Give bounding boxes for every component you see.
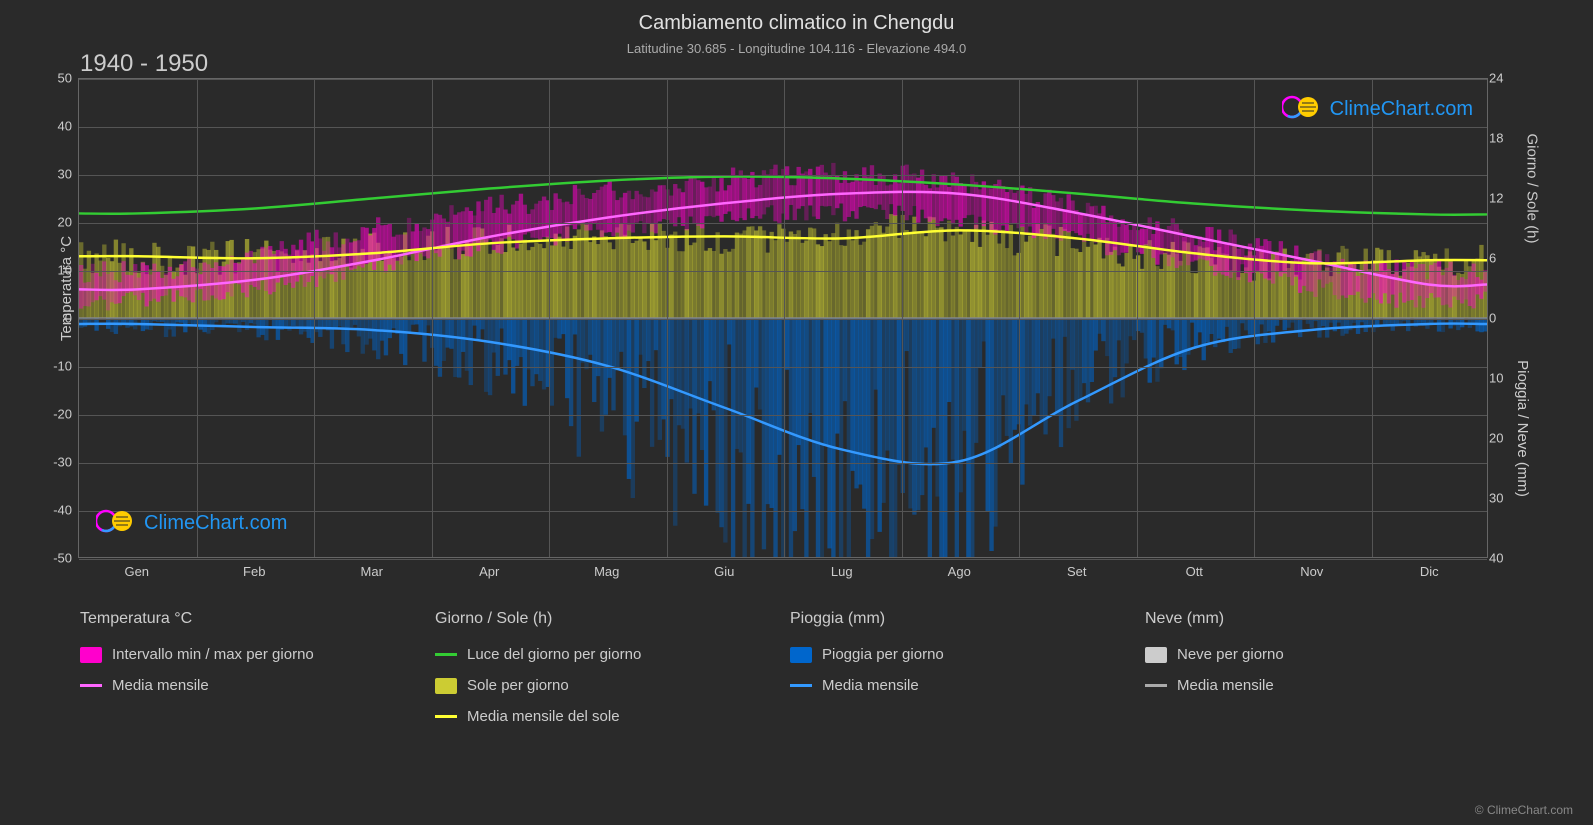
y-left-tick: -10: [50, 359, 72, 374]
x-month-tick: Mar: [361, 564, 383, 579]
legend-item: Intervallo min / max per giorno: [80, 646, 435, 663]
x-month-tick: Gen: [124, 564, 149, 579]
plot-svg: [79, 79, 1487, 557]
legend-item: Media mensile: [790, 677, 1145, 694]
y-left-tick: 30: [50, 167, 72, 182]
x-month-tick: Feb: [243, 564, 265, 579]
legend-swatch: [1145, 647, 1167, 663]
y-left-tick: 0: [50, 311, 72, 326]
period-label: 1940 - 1950: [80, 50, 208, 78]
legend-label: Pioggia per giorno: [822, 646, 944, 663]
y-right-bottom-tick: 20: [1489, 431, 1511, 446]
legend-label: Media mensile del sole: [467, 708, 620, 725]
chart-container: Cambiamento climatico in Chengdu Latitud…: [0, 0, 1593, 825]
legend-item: Media mensile: [1145, 677, 1500, 694]
x-month-tick: Dic: [1420, 564, 1439, 579]
x-month-tick: Apr: [479, 564, 499, 579]
y-right-bottom-tick: 30: [1489, 491, 1511, 506]
legend-swatch: [80, 647, 102, 663]
y-left-tick: -20: [50, 407, 72, 422]
legend-label: Media mensile: [112, 677, 209, 694]
legend-item: Pioggia per giorno: [790, 646, 1145, 663]
legend-col-temperature: Temperatura °C Intervallo min / max per …: [80, 610, 435, 725]
legend-item: Media mensile del sole: [435, 708, 790, 725]
y-left-tick: 20: [50, 215, 72, 230]
x-month-tick: Set: [1067, 564, 1087, 579]
legend-line: [1145, 684, 1167, 687]
y-right-top-tick: 12: [1489, 191, 1511, 206]
legend-header: Pioggia (mm): [790, 610, 1145, 628]
legend-col-daysun: Giorno / Sole (h) Luce del giorno per gi…: [435, 610, 790, 725]
y-left-tick: -40: [50, 503, 72, 518]
legend-col-rain: Pioggia (mm) Pioggia per giorno Media me…: [790, 610, 1145, 725]
chart-subtitle: Latitudine 30.685 - Longitudine 104.116 …: [0, 35, 1593, 56]
y-right-bottom-tick: 40: [1489, 551, 1511, 566]
y-left-tick: -50: [50, 551, 72, 566]
legend-label: Intervallo min / max per giorno: [112, 646, 314, 663]
legend-line: [80, 684, 102, 687]
y-right-top-axis-label: Giorno / Sole (h): [1523, 133, 1540, 243]
watermark-logo-top: ClimeChart.com: [1282, 94, 1473, 125]
legend-swatch: [790, 647, 812, 663]
legend-line: [435, 715, 457, 718]
y-left-tick: 40: [50, 119, 72, 134]
y-right-top-tick: 24: [1489, 71, 1511, 86]
legend-header: Giorno / Sole (h): [435, 610, 790, 628]
legend-label: Sole per giorno: [467, 677, 569, 694]
copyright: © ClimeChart.com: [1475, 803, 1573, 817]
x-month-tick: Nov: [1300, 564, 1323, 579]
y-right-top-tick: 0: [1489, 311, 1511, 326]
legend-item: Sole per giorno: [435, 677, 790, 694]
watermark-logo-bottom: ClimeChart.com: [96, 508, 287, 539]
legend-header: Neve (mm): [1145, 610, 1500, 628]
watermark-text: ClimeChart.com: [1330, 98, 1473, 121]
y-left-tick: 10: [50, 263, 72, 278]
y-right-top-tick: 18: [1489, 131, 1511, 146]
legend-col-snow: Neve (mm) Neve per giorno Media mensile: [1145, 610, 1500, 725]
legend-line: [435, 653, 457, 656]
legend-item: Media mensile: [80, 677, 435, 694]
climechart-logo-icon: [1282, 94, 1322, 125]
legend-label: Media mensile: [822, 677, 919, 694]
legend-header: Temperatura °C: [80, 610, 435, 628]
x-month-tick: Ott: [1186, 564, 1203, 579]
legend-item: Neve per giorno: [1145, 646, 1500, 663]
legend: Temperatura °C Intervallo min / max per …: [80, 610, 1500, 725]
chart-title: Cambiamento climatico in Chengdu: [0, 0, 1593, 35]
legend-item: Luce del giorno per giorno: [435, 646, 790, 663]
watermark-text: ClimeChart.com: [144, 512, 287, 535]
legend-label: Media mensile: [1177, 677, 1274, 694]
climechart-logo-icon: [96, 508, 136, 539]
y-left-tick: -30: [50, 455, 72, 470]
plot-area: [78, 78, 1488, 558]
legend-label: Luce del giorno per giorno: [467, 646, 641, 663]
y-right-top-tick: 6: [1489, 251, 1511, 266]
legend-line: [790, 684, 812, 687]
y-right-bottom-tick: 10: [1489, 371, 1511, 386]
y-right-bottom-axis-label: Pioggia / Neve (mm): [1514, 360, 1531, 497]
legend-label: Neve per giorno: [1177, 646, 1284, 663]
x-month-tick: Lug: [831, 564, 853, 579]
x-month-tick: Mag: [594, 564, 619, 579]
x-month-tick: Ago: [948, 564, 971, 579]
y-left-tick: 50: [50, 71, 72, 86]
legend-swatch: [435, 678, 457, 694]
x-month-tick: Giu: [714, 564, 734, 579]
